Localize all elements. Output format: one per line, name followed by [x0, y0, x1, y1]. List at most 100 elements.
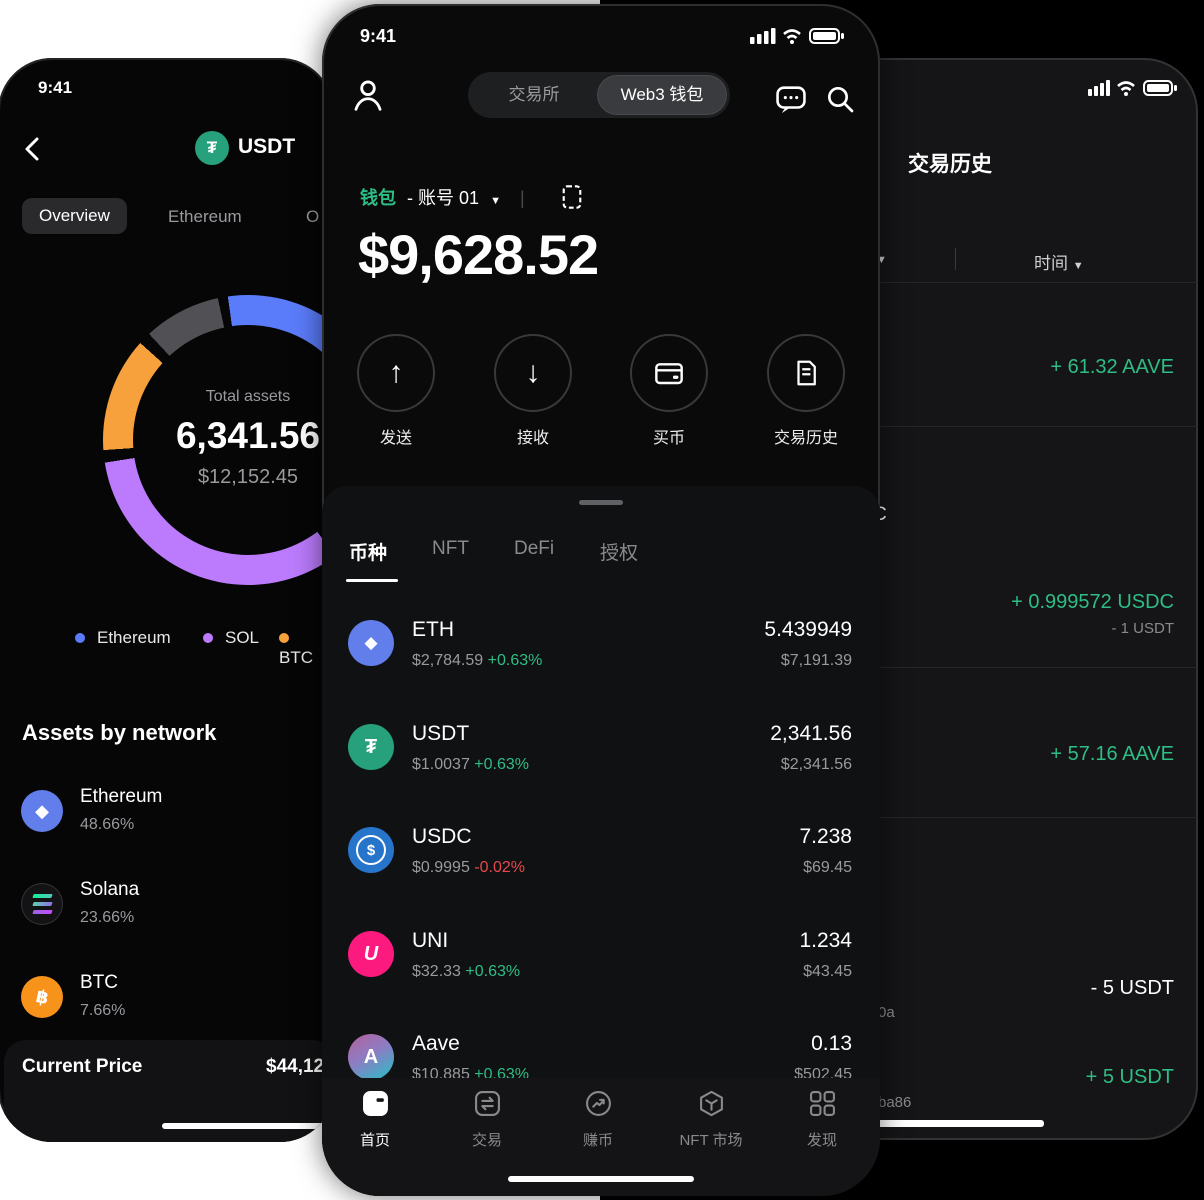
document-icon	[767, 334, 845, 412]
action-send[interactable]: ↑ 发送	[336, 334, 456, 448]
page-title: 交易历史	[908, 153, 992, 176]
action-label: 交易历史	[773, 430, 838, 447]
segmented-control[interactable]: 交易所 Web3 钱包	[468, 72, 730, 118]
token-symbol: ETH	[412, 618, 454, 641]
discover-icon	[809, 1091, 835, 1116]
tx-address-fragment: ba86	[878, 1094, 912, 1111]
nav-nft-market[interactable]: NFT 市场	[661, 1090, 761, 1150]
separator: |	[519, 188, 525, 208]
tx-address-fragment: 0a	[878, 1004, 895, 1021]
card-icon	[630, 334, 708, 412]
nav-home[interactable]: 首页	[325, 1090, 425, 1150]
back-icon[interactable]	[22, 136, 44, 162]
token-row-uni[interactable]: U UNI $32.33 +0.63% 1.234 $43.45	[322, 917, 880, 1021]
tab-ethereum[interactable]: Ethereum	[168, 207, 242, 226]
divider	[876, 667, 1198, 668]
arrow-up-icon: ↑	[357, 334, 435, 412]
filter-divider	[955, 248, 956, 270]
legend-item-btc: BTC	[279, 628, 334, 668]
home-indicator	[162, 1123, 334, 1129]
home-icon	[362, 1091, 388, 1116]
token-fiat: $43.45	[803, 963, 852, 980]
token-change: -0.02%	[474, 859, 525, 876]
network-row-btc[interactable]: ฿ BTC 7.66%	[0, 970, 334, 1063]
usdt-icon: ₮	[195, 131, 229, 165]
token-row-aave[interactable]: A Aave $10.885 +0.63% 0.13 $502.45	[322, 1020, 880, 1124]
action-label: 接收	[516, 430, 549, 447]
active-tab-underline	[346, 579, 398, 582]
tx-amount[interactable]: - 5 USDT	[1090, 977, 1174, 999]
nft-icon	[699, 1090, 723, 1117]
token-symbol: Aave	[412, 1032, 460, 1055]
token-fiat: $2,341.56	[780, 756, 852, 773]
total-balance: $9,628.52	[358, 223, 599, 286]
token-amount: 7.238	[799, 825, 852, 848]
nav-trade[interactable]: 交易	[437, 1090, 537, 1150]
network-pct: 48.66%	[80, 816, 135, 833]
tab-approvals[interactable]: 授权	[600, 543, 639, 564]
token-symbol: USDC	[412, 825, 472, 848]
token-price: $2,784.59	[412, 652, 484, 669]
status-icons	[750, 28, 844, 44]
tab-nft[interactable]: NFT	[432, 538, 469, 559]
wallet-account-row[interactable]: 钱包 - 账号 01 ▼ |	[360, 184, 539, 210]
nav-discover[interactable]: 发现	[772, 1090, 872, 1150]
network-name: BTC	[80, 972, 118, 993]
uni-icon: U	[348, 931, 394, 977]
segment-web3-wallet[interactable]: Web3 钱包	[598, 76, 726, 114]
tab-truncated[interactable]: O	[306, 207, 320, 226]
donut-title: Total assets	[205, 388, 291, 405]
token-change: +0.63%	[465, 963, 521, 980]
legend-dot-ethereum	[75, 633, 85, 643]
tx-sub: - 1 USDT	[1111, 620, 1174, 637]
token-fiat: $7,191.39	[780, 652, 852, 669]
network-row-solana[interactable]: Solana 23.66%	[0, 877, 334, 970]
legend-dot-sol	[203, 633, 213, 643]
token-price: $1.0037	[412, 756, 470, 773]
scan-icon[interactable]	[560, 184, 584, 210]
token-row-usdt[interactable]: ₮ USDT $1.0037 +0.63% 2,341.56 $2,341.56	[322, 710, 880, 814]
home-indicator	[876, 1120, 1044, 1127]
tab-defi[interactable]: DeFi	[514, 538, 555, 559]
action-label: 买币	[652, 430, 685, 447]
earn-icon	[585, 1091, 611, 1116]
token-symbol: USDT	[412, 722, 470, 745]
search-icon[interactable]	[824, 83, 856, 115]
profile-icon[interactable]	[350, 76, 386, 114]
time-filter[interactable]: 时间 ▼	[1034, 254, 1084, 273]
network-row-ethereum[interactable]: ◆ Ethereum 48.66%	[0, 784, 334, 877]
ethereum-icon: ◆	[21, 790, 63, 832]
nav-earn[interactable]: 赚币	[548, 1090, 648, 1150]
eth-icon: ◆	[348, 620, 394, 666]
chat-icon[interactable]	[774, 82, 808, 116]
segment-exchange[interactable]: 交易所	[508, 85, 560, 104]
action-buy[interactable]: 买币	[609, 334, 729, 448]
tx-amount[interactable]: + 5 USDT	[1085, 1066, 1174, 1088]
token-amount: 2,341.56	[770, 722, 852, 745]
assets-donut-chart	[103, 295, 334, 585]
nav-label: 赚币	[582, 1132, 613, 1149]
trade-icon	[474, 1091, 500, 1116]
tab-coins[interactable]: 币种	[349, 543, 388, 564]
status-time: 9:41	[360, 26, 397, 46]
btc-icon: ฿	[21, 976, 63, 1018]
status-time: 9:41	[38, 78, 73, 97]
action-label: 发送	[379, 430, 412, 447]
usdt-icon: ₮	[348, 724, 394, 770]
token-price: $0.9995	[412, 859, 470, 876]
home-indicator	[508, 1176, 694, 1182]
tx-amount[interactable]: + 0.999572 USDC	[1011, 591, 1174, 613]
sheet-drag-handle[interactable]	[579, 500, 623, 505]
action-receive[interactable]: ↓ 接收	[473, 334, 593, 448]
token-change: +0.63%	[487, 652, 543, 669]
tx-amount[interactable]: + 61.32 AAVE	[1050, 356, 1174, 378]
filter-fragment: ▼	[876, 254, 887, 266]
token-row-eth[interactable]: ◆ ETH $2,784.59 +0.63% 5.439949 $7,191.3…	[322, 606, 880, 710]
token-row-usdc[interactable]: $ USDC $0.9995 -0.02% 7.238 $69.45	[322, 813, 880, 917]
tab-overview[interactable]: Overview	[22, 198, 127, 234]
wallet-label: 钱包	[360, 188, 396, 208]
left-phone: 9:41 ₮ USDT Overview Ethereum O Total as…	[0, 58, 334, 1142]
action-history[interactable]: 交易历史	[746, 334, 866, 448]
chevron-down-icon: ▼	[490, 195, 501, 207]
tx-amount[interactable]: + 57.16 AAVE	[1050, 743, 1174, 765]
